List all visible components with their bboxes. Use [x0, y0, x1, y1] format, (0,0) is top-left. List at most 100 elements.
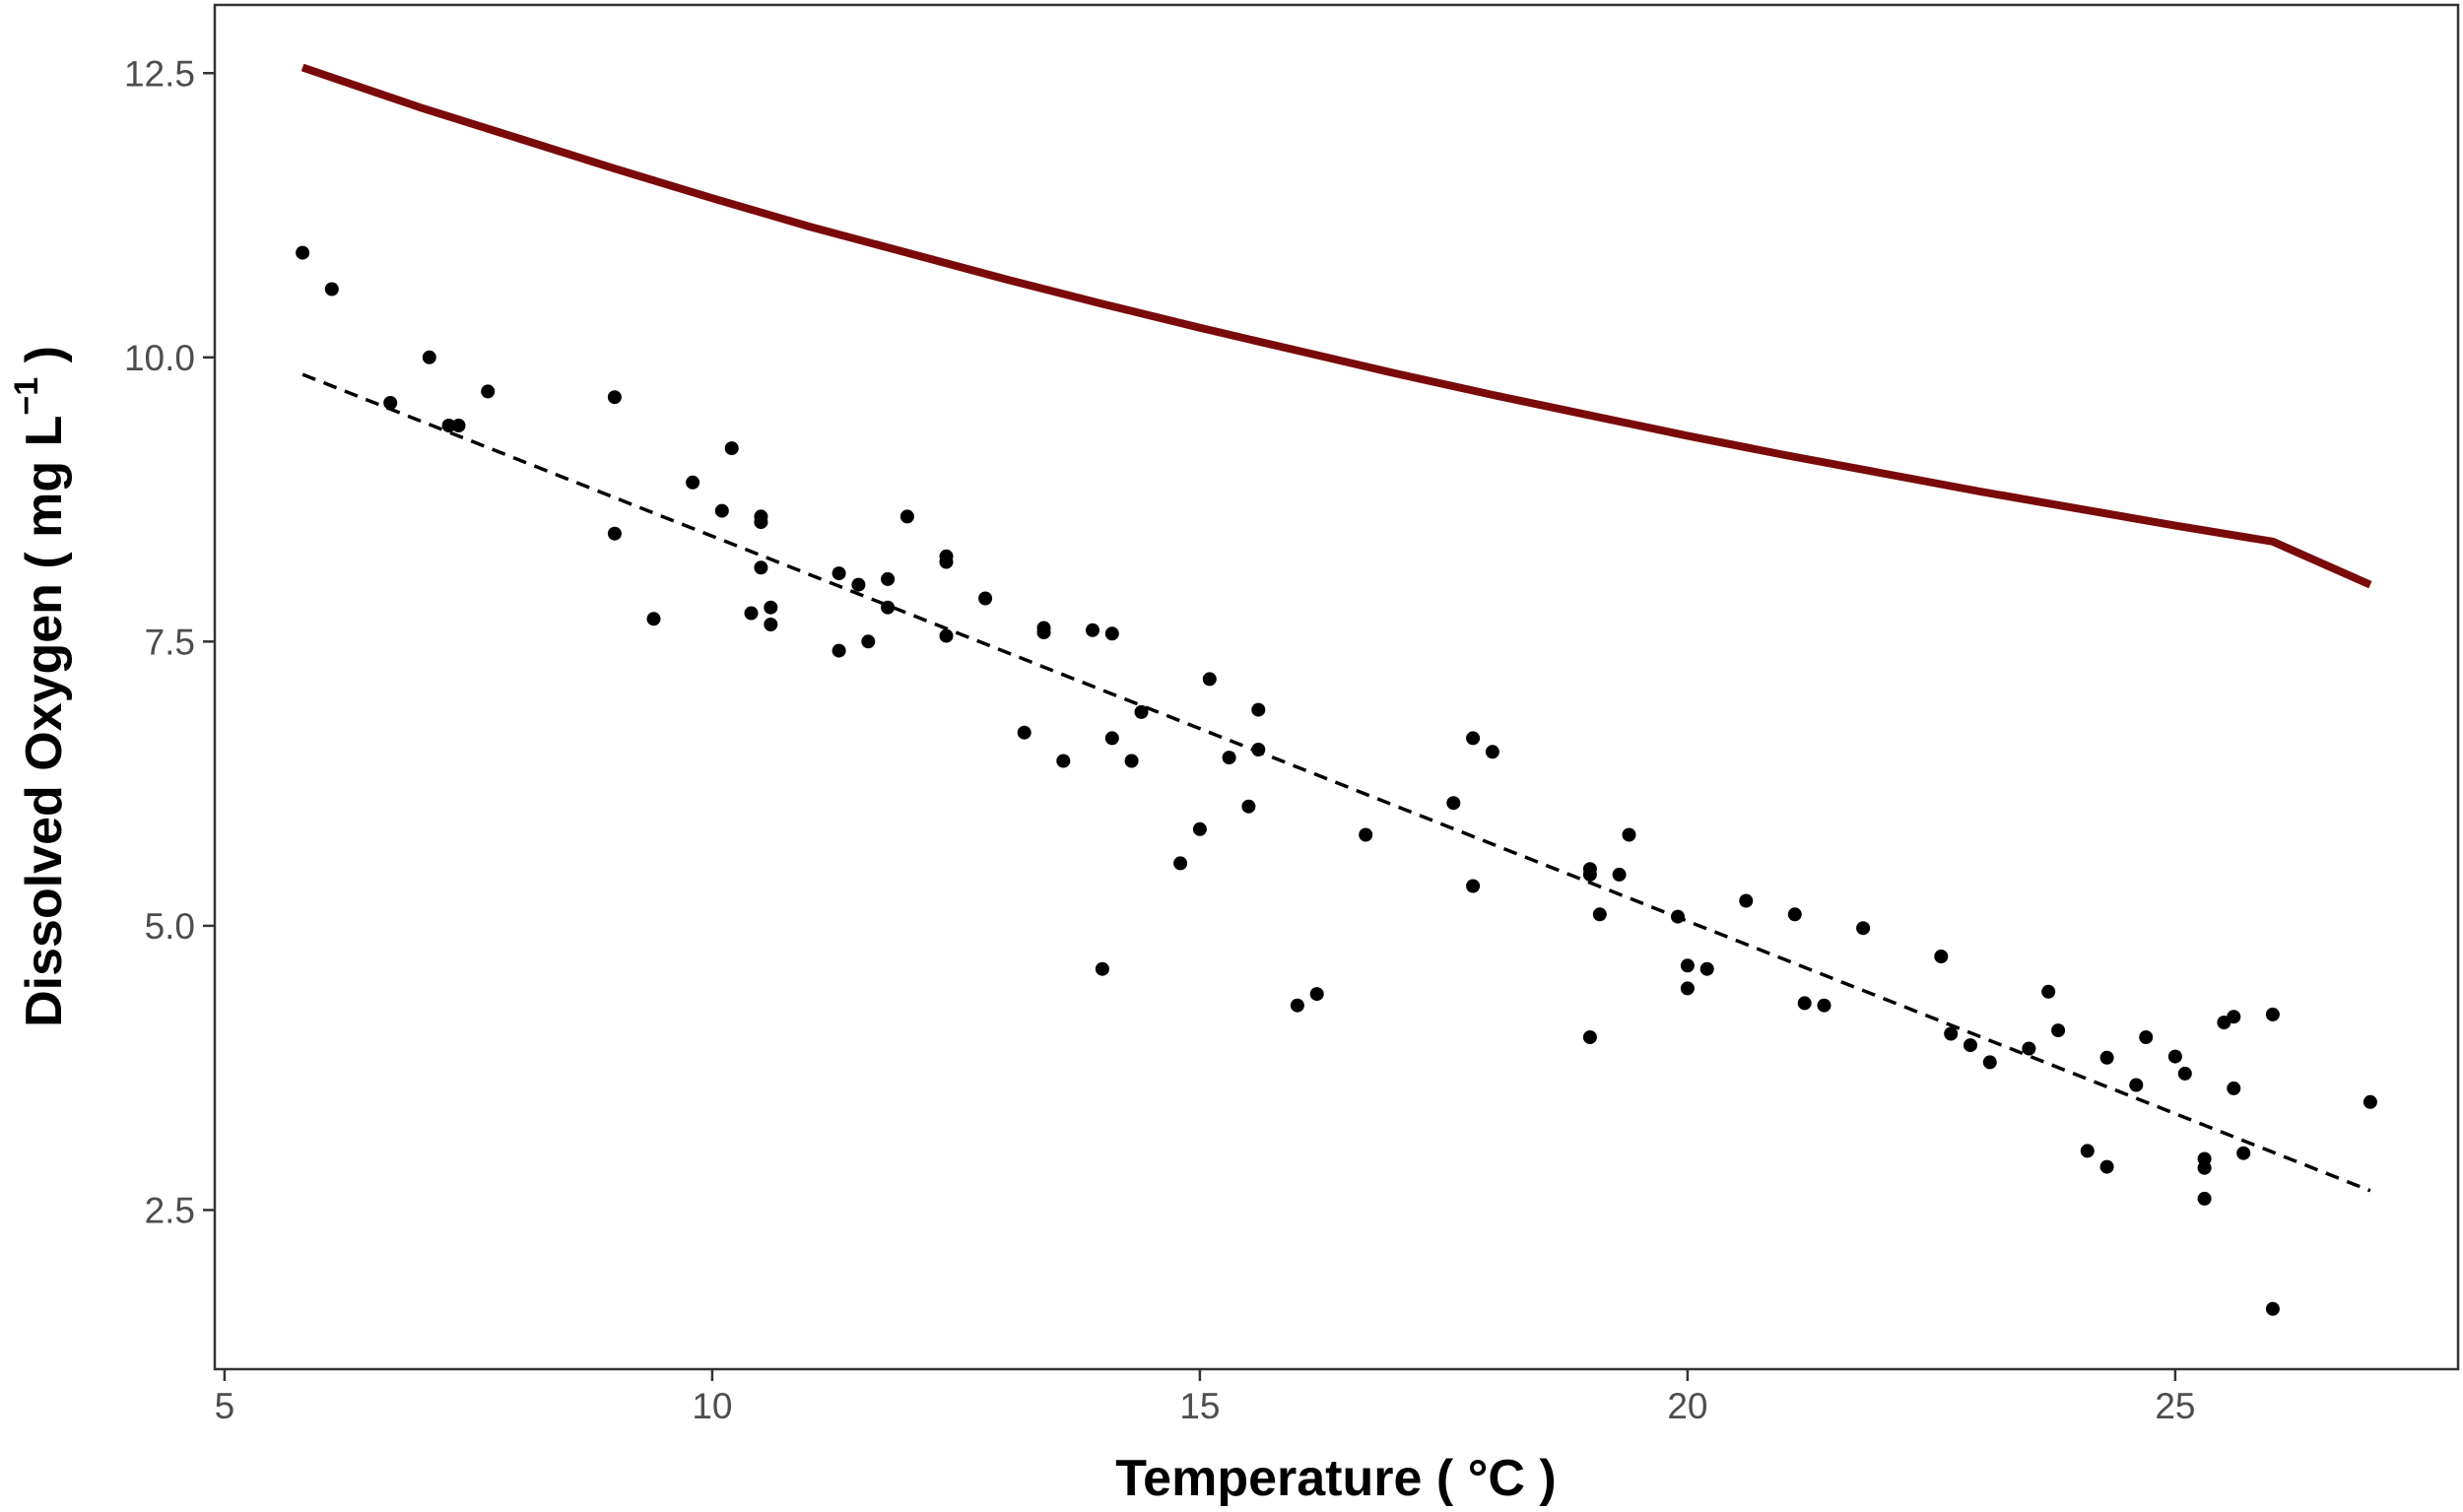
data-point	[1095, 961, 1109, 976]
x-tick-label: 25	[2155, 1386, 2195, 1426]
data-point	[2099, 1159, 2114, 1174]
data-point	[1222, 751, 1236, 765]
data-point	[2129, 1078, 2144, 1092]
data-point	[1680, 958, 1695, 973]
y-axis-title-main: Dissolved Oxygen ( mg L	[16, 416, 73, 1027]
data-point	[1582, 1030, 1597, 1044]
data-point	[2227, 1081, 2241, 1095]
data-point	[851, 577, 866, 592]
data-point	[939, 549, 954, 563]
x-tick-label: 15	[1179, 1386, 1220, 1426]
data-point	[1251, 702, 1266, 717]
data-point	[1485, 745, 1499, 759]
data-point	[1036, 625, 1051, 640]
data-point	[1944, 1026, 1959, 1041]
data-point	[383, 396, 398, 410]
data-point	[1592, 907, 1607, 922]
data-point	[1290, 998, 1304, 1013]
data-point	[451, 419, 466, 432]
y-tick-label: 10.0	[124, 338, 195, 378]
data-point	[714, 503, 729, 518]
data-point	[881, 571, 896, 586]
data-point	[1192, 822, 1207, 836]
data-point	[764, 618, 778, 631]
axis-layer: 5 10 15 20 25 2.5 5.0 7.5 10.0 12.5	[124, 53, 2195, 1426]
data-point	[481, 384, 496, 399]
data-point	[1241, 799, 1256, 814]
y-tick-label: 7.5	[145, 622, 195, 662]
data-point	[1056, 754, 1071, 768]
data-point	[1251, 743, 1266, 756]
data-point	[1680, 981, 1695, 996]
data-point	[686, 475, 700, 490]
data-point	[2041, 984, 2056, 999]
x-tick-label: 10	[692, 1386, 732, 1426]
x-tick-label: 20	[1667, 1386, 1707, 1426]
data-point	[1582, 862, 1597, 877]
plot-panel-border	[213, 3, 2460, 1371]
x-axis-title: Temperature ( °C )	[1115, 1450, 1556, 1507]
data-point	[2022, 1041, 2036, 1056]
data-point	[1671, 909, 1685, 924]
data-point	[1309, 987, 1324, 1002]
data-point	[2363, 1094, 2377, 1109]
data-point	[2265, 1301, 2280, 1316]
data-point	[899, 509, 914, 524]
data-point	[2051, 1023, 2066, 1038]
data-point	[1787, 907, 1802, 922]
data-point	[422, 350, 436, 364]
data-point	[754, 515, 768, 530]
data-point	[1104, 626, 1119, 641]
x-tick-label: 5	[215, 1386, 235, 1426]
regression-line	[301, 372, 2371, 1193]
y-axis-title-superscript: −1	[8, 377, 45, 416]
data-point	[1739, 893, 1754, 908]
data-point	[754, 560, 768, 575]
data-point	[1134, 704, 1149, 719]
data-point	[978, 591, 993, 606]
data-point	[832, 643, 846, 658]
data-point	[861, 634, 876, 649]
data-point	[2227, 1010, 2241, 1024]
data-point	[1104, 731, 1119, 746]
data-point	[1797, 996, 1812, 1011]
data-point	[607, 390, 622, 405]
data-point	[724, 441, 739, 456]
data-point	[939, 628, 954, 643]
data-point	[2177, 1066, 2192, 1081]
data-point	[1173, 856, 1188, 871]
y-tick-label: 5.0	[145, 906, 195, 947]
plot-layer	[296, 63, 2377, 1316]
data-point	[1622, 827, 1636, 842]
data-point	[881, 600, 896, 615]
data-point	[1446, 796, 1461, 811]
data-point	[2197, 1191, 2212, 1206]
data-point	[764, 600, 778, 615]
data-point	[1856, 921, 1871, 936]
y-axis-title: Dissolved Oxygen ( mg L−1 )	[8, 346, 73, 1027]
data-point	[296, 245, 310, 260]
data-point	[1982, 1055, 1997, 1070]
data-point	[1202, 672, 1217, 687]
data-point	[2197, 1160, 2212, 1175]
data-point	[1699, 961, 1714, 976]
data-point	[2080, 1144, 2095, 1158]
data-point	[2167, 1049, 2182, 1064]
data-point	[744, 606, 759, 621]
data-point	[1017, 725, 1032, 740]
saturation-curve	[300, 63, 2372, 589]
data-point	[1086, 623, 1099, 637]
y-tick-label: 12.5	[124, 53, 195, 94]
data-point	[832, 566, 846, 581]
y-axis-title-close: )	[16, 346, 73, 377]
data-point	[2265, 1007, 2280, 1021]
data-point	[1817, 998, 1831, 1013]
data-point	[646, 612, 661, 626]
data-point	[1124, 754, 1139, 768]
data-point	[1359, 827, 1373, 842]
data-point	[1934, 950, 1949, 963]
data-point	[1466, 879, 1481, 893]
data-point	[324, 282, 339, 296]
data-point	[2236, 1146, 2251, 1160]
